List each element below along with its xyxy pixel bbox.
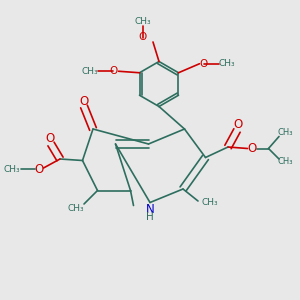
Text: CH₃: CH₃: [82, 67, 98, 76]
Text: CH₃: CH₃: [134, 16, 151, 26]
Text: CH₃: CH₃: [4, 165, 20, 174]
Text: CH₃: CH₃: [218, 59, 235, 68]
Text: N: N: [146, 202, 154, 216]
Text: CH₃: CH₃: [277, 158, 293, 166]
Text: H: H: [146, 212, 154, 223]
Text: O: O: [200, 59, 208, 69]
Text: O: O: [234, 118, 243, 131]
Text: O: O: [248, 142, 256, 155]
Text: O: O: [138, 32, 147, 43]
Text: CH₃: CH₃: [277, 128, 293, 137]
Text: CH₃: CH₃: [68, 204, 84, 213]
Text: O: O: [45, 131, 54, 145]
Text: O: O: [80, 94, 88, 108]
Text: O: O: [34, 163, 43, 176]
Text: O: O: [109, 66, 117, 76]
Text: CH₃: CH₃: [201, 198, 218, 207]
